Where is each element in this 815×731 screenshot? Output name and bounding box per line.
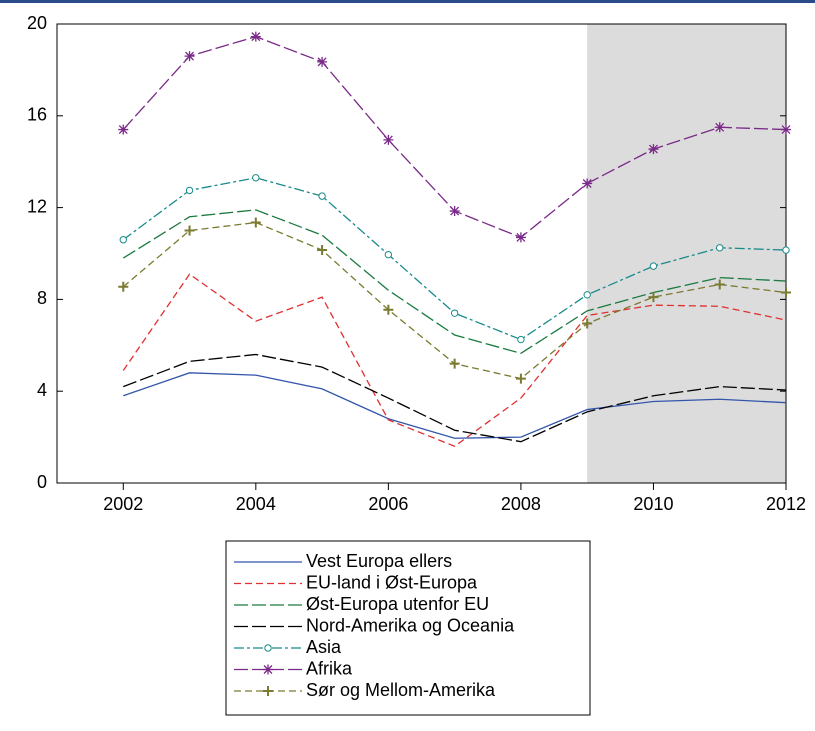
series-line — [123, 372, 787, 439]
marker — [250, 217, 261, 228]
marker — [383, 134, 394, 145]
series-line — [122, 273, 787, 448]
marker — [264, 644, 272, 652]
marker — [118, 281, 129, 292]
series-line — [122, 209, 787, 355]
legend-label: Sør og Mellom-Amerika — [306, 680, 496, 700]
marker — [781, 124, 791, 135]
marker — [317, 245, 328, 256]
legend-label: Nord-Amerika og Oceania — [306, 615, 515, 635]
marker — [781, 287, 791, 298]
y-tick-label: 20 — [27, 13, 47, 33]
marker — [450, 309, 459, 317]
top-border — [0, 0, 815, 3]
marker — [582, 318, 593, 329]
x-tick-label: 2006 — [368, 494, 408, 514]
x-tick-label: 2002 — [103, 494, 143, 514]
legend-label: Afrika — [306, 658, 353, 678]
x-tick-label: 2012 — [766, 494, 806, 514]
shaded-region — [587, 24, 786, 483]
marker — [263, 686, 273, 696]
marker — [184, 51, 195, 62]
legend-label: EU-land i Øst-Europa — [306, 572, 478, 592]
marker — [648, 144, 659, 155]
legend-label: Asia — [306, 637, 342, 657]
marker — [582, 178, 593, 189]
y-tick-label: 16 — [27, 105, 47, 125]
marker — [263, 664, 273, 675]
legend-label: Vest Europa ellers — [306, 551, 452, 571]
marker — [118, 124, 129, 135]
marker — [384, 250, 393, 259]
marker — [184, 225, 195, 236]
marker — [119, 236, 127, 244]
y-tick-label: 0 — [37, 472, 47, 492]
series-line — [123, 353, 787, 443]
y-tick-label: 8 — [37, 288, 47, 308]
y-tick-label: 4 — [37, 380, 47, 400]
marker — [648, 292, 659, 303]
marker — [517, 335, 525, 344]
marker — [318, 192, 326, 200]
marker — [449, 206, 460, 217]
marker — [449, 358, 460, 369]
marker — [250, 31, 261, 42]
marker — [185, 186, 194, 195]
y-tick-label: 12 — [27, 196, 47, 216]
legend-label: Øst-Europa utenfor EU — [306, 594, 489, 614]
x-tick-label: 2008 — [501, 494, 541, 514]
marker — [515, 232, 526, 243]
marker — [716, 244, 724, 252]
legend-box — [225, 540, 591, 716]
marker — [714, 279, 725, 290]
marker — [515, 373, 526, 384]
marker — [583, 291, 591, 299]
marker — [252, 174, 260, 182]
marker — [714, 122, 725, 133]
marker — [317, 56, 328, 67]
marker — [649, 262, 658, 270]
x-tick-label: 2004 — [236, 494, 276, 514]
marker — [383, 304, 394, 315]
x-tick-label: 2010 — [633, 494, 673, 514]
marker — [782, 246, 790, 254]
